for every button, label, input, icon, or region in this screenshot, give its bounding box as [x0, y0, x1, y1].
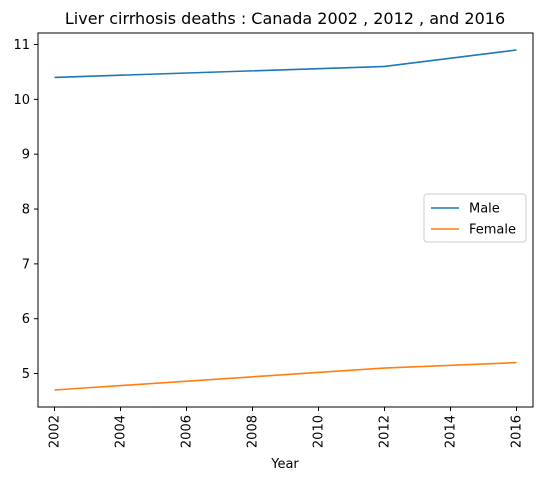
series-line-female	[54, 361, 517, 391]
legend-label-female: Female	[469, 223, 516, 238]
x-tick-label: 2008	[246, 415, 261, 448]
y-tick-label: 10	[13, 93, 30, 108]
y-tick-label: 11	[13, 38, 30, 53]
x-tick-label: 2002	[48, 415, 63, 448]
plot-area	[54, 49, 517, 391]
series-line-male	[54, 49, 517, 79]
x-tick-label: 2016	[510, 415, 525, 448]
x-tick-label: 2010	[312, 415, 327, 448]
y-tick-label: 6	[22, 312, 30, 327]
chart-title: Liver cirrhosis deaths : Canada 2002 , 2…	[65, 9, 505, 28]
y-tick-label: 7	[22, 257, 30, 272]
x-tick-label: 2014	[444, 415, 459, 448]
legend-label-male: Male	[469, 202, 500, 217]
y-tick-label: 9	[22, 148, 30, 163]
x-axis: 2002 2004 2006 2008 2010 2012 2014 2016	[48, 407, 525, 448]
plot-frame	[37, 32, 534, 408]
y-axis: 5 6 7 8 9 10 11	[13, 38, 38, 382]
y-tick-label: 8	[22, 203, 30, 218]
legend: Male Female	[423, 193, 527, 243]
x-tick-label: 2004	[114, 415, 129, 448]
x-tick-label: 2006	[180, 415, 195, 448]
legend-box	[423, 193, 527, 243]
x-tick-label: 2012	[378, 415, 393, 448]
y-tick-label: 5	[22, 367, 30, 382]
x-axis-label: Year	[270, 457, 299, 472]
